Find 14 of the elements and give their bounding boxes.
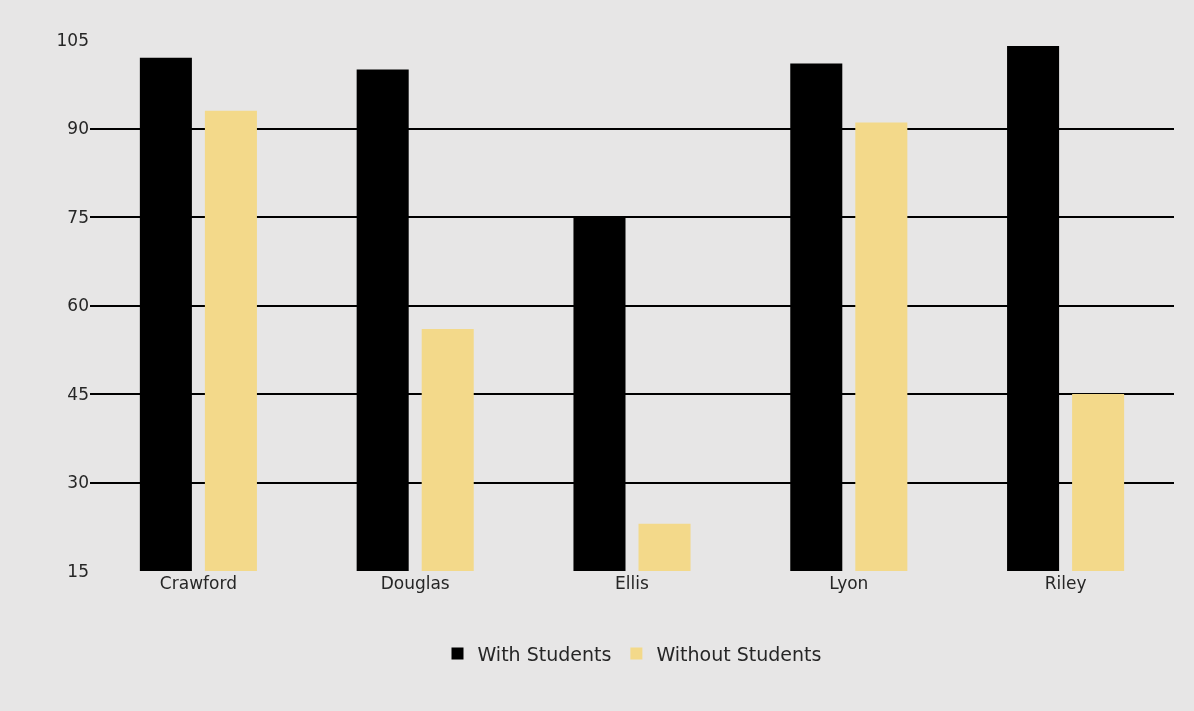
y-tick-label: 60 xyxy=(67,295,89,316)
x-tick-label: Douglas xyxy=(380,573,450,593)
y-tick-label: 45 xyxy=(67,383,89,404)
y-tick-label: 75 xyxy=(67,206,89,227)
x-tick-label: Ellis xyxy=(615,573,650,593)
legend-label: With Students xyxy=(477,642,612,665)
x-tick-label: Crawford xyxy=(159,573,237,593)
y-tick-label: 105 xyxy=(56,29,89,50)
x-tick-label: Lyon xyxy=(829,573,869,593)
y-tick-label: 90 xyxy=(67,118,89,139)
y-tick-label: 15 xyxy=(67,560,89,581)
y-tick-label: 30 xyxy=(67,472,89,493)
x-tick-label: Riley xyxy=(1044,573,1087,593)
legend-label: Without Students xyxy=(656,642,822,665)
